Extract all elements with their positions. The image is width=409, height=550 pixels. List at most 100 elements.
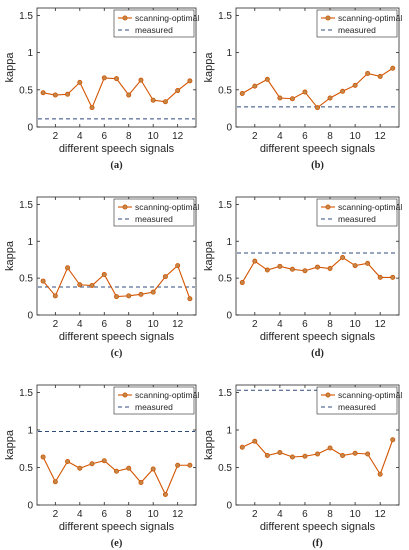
y-tick-label: 0 [226,123,232,134]
data-point-scanning-optimal [365,260,371,266]
data-point-scanning-optimal [314,451,320,457]
legend-marker-scanning-optimal [122,392,128,398]
y-tick-label: 1.5 [19,388,33,399]
data-point-scanning-optimal [377,471,383,477]
data-point-scanning-optimal [277,263,283,269]
legend-box [316,198,398,227]
data-point-scanning-optimal [101,271,107,277]
y-tick-label: 0 [226,501,232,512]
x-tick-label: 6 [302,319,308,330]
data-point-scanning-optimal [390,437,396,443]
x-tick-label: 2 [53,319,59,330]
data-point-scanning-optimal [114,76,120,82]
data-point-scanning-optimal [175,462,181,468]
data-point-scanning-optimal [89,461,95,467]
x-tick-label: 12 [375,319,387,330]
data-point-scanning-optimal [302,453,308,459]
axes-box [235,7,400,128]
x-tick-label: 6 [302,131,308,142]
legend-label-measured: measured [338,25,376,35]
x-tick-label: 8 [126,131,132,142]
x-tick-label: 12 [375,509,387,520]
x-axis-label: different speech signals [260,143,376,155]
data-point-scanning-optimal [150,466,156,472]
y-axis-label: kappa [4,429,16,460]
legend-label-scanning-optimal: scanning-optimal [338,13,402,23]
data-point-scanning-optimal [126,293,132,299]
data-point-scanning-optimal [65,458,71,464]
y-tick-label: 0.5 [218,463,232,474]
series-line-scanning-optimal [42,264,191,299]
legend-label-measured: measured [338,402,376,412]
data-point-scanning-optimal [89,282,95,288]
data-point-scanning-optimal [65,265,71,271]
data-point-scanning-optimal [327,445,333,451]
data-point-scanning-optimal [264,452,270,458]
y-tick-label: 1.5 [218,200,232,211]
data-point-scanning-optimal [314,105,320,111]
series-line-scanning-optimal [242,439,394,476]
y-tick-label: 0 [27,123,33,134]
x-tick-label: 4 [277,509,283,520]
legend-marker-scanning-optimal [122,204,128,210]
data-point-scanning-optimal [77,79,83,85]
data-point-scanning-optimal [187,296,193,302]
x-tick-label: 12 [375,131,387,142]
y-axis-label: kappa [4,52,16,83]
data-point-scanning-optimal [340,254,346,260]
y-tick-label: 0.5 [218,274,232,285]
axes-box [36,196,197,316]
x-tick-label: 8 [327,509,333,520]
data-point-scanning-optimal [175,88,181,94]
data-point-scanning-optimal [65,91,71,97]
legend-marker-scanning-optimal [325,392,331,398]
y-tick-label: 1.5 [19,11,33,22]
legend-label-measured: measured [135,214,173,224]
data-point-scanning-optimal [264,267,270,273]
series-line-scanning-optimal [42,456,190,496]
data-point-scanning-optimal [340,452,346,458]
legend-box [113,9,195,38]
legend-marker-scanning-optimal [325,204,331,210]
y-axis-label: kappa [4,240,16,271]
x-tick-label: 6 [302,509,308,520]
data-point-scanning-optimal [77,282,83,288]
data-point-scanning-optimal [114,468,120,474]
y-axis-label: kappa [203,52,215,83]
data-point-scanning-optimal [187,462,193,468]
x-tick-label: 10 [350,319,362,330]
y-tick-label: 0.5 [19,85,33,96]
panel-caption: (c) [111,348,123,359]
y-tick-label: 1 [27,48,33,59]
axes-box [36,384,197,506]
legend-label-scanning-optimal: scanning-optimal [135,13,199,23]
data-point-scanning-optimal [162,274,168,280]
data-point-scanning-optimal [52,293,58,299]
y-axis-label: kappa [203,429,215,460]
x-tick-label: 10 [148,509,160,520]
series-line-scanning-optimal [241,256,393,283]
y-tick-label: 1 [226,237,232,248]
legend-label-scanning-optimal: scanning-optimal [338,202,402,212]
legend: scanning-optimal measured [113,386,199,415]
data-point-scanning-optimal [162,99,168,105]
data-point-scanning-optimal [138,77,144,83]
axes-box [235,384,400,506]
panel-caption: (f) [312,538,323,549]
data-point-scanning-optimal [365,70,371,76]
x-tick-label: 10 [350,509,362,520]
x-axis-label: different speech signals [260,521,376,533]
y-tick-label: 1 [226,48,232,59]
data-point-scanning-optimal [101,458,107,464]
data-point-scanning-optimal [239,280,245,286]
y-tick-label: 0 [226,311,232,322]
data-point-scanning-optimal [126,92,132,98]
panel-caption: (a) [110,160,123,171]
x-tick-label: 2 [252,319,258,330]
legend-label-scanning-optimal: scanning-optimal [135,390,199,400]
